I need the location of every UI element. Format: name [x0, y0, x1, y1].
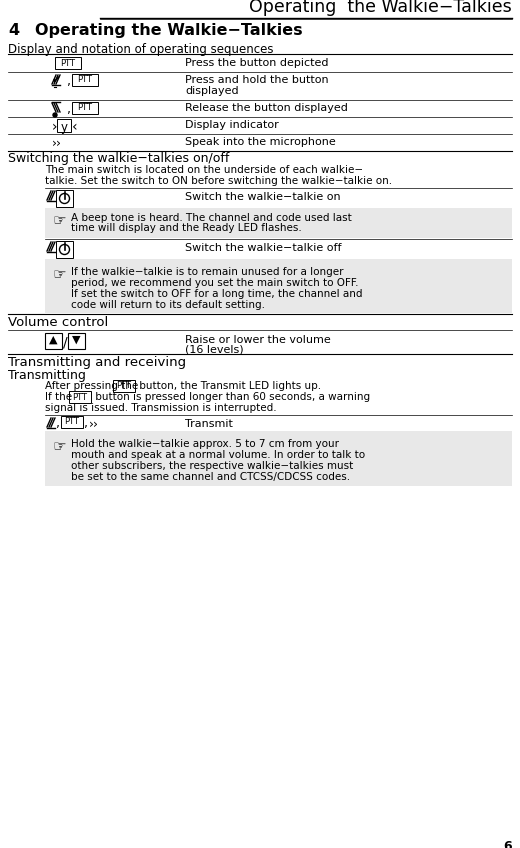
- Text: Display and notation of operating sequences: Display and notation of operating sequen…: [8, 43, 274, 56]
- Text: talkie. Set the switch to ON before switching the walkie−talkie on.: talkie. Set the switch to ON before swit…: [45, 176, 392, 186]
- Text: Operating  the Walkie−Talkies: Operating the Walkie−Talkies: [249, 0, 512, 16]
- Text: Switching the walkie−talkies on/off: Switching the walkie−talkies on/off: [8, 152, 229, 165]
- Text: PTT: PTT: [77, 75, 93, 85]
- Text: Speak into the microphone: Speak into the microphone: [185, 137, 336, 147]
- Bar: [45, 208, 512, 238]
- Text: y: y: [60, 121, 68, 134]
- Text: ,: ,: [84, 417, 88, 430]
- Text: Transmitting and receiving: Transmitting and receiving: [8, 356, 186, 369]
- Bar: [57, 119, 71, 132]
- Text: ✔: ✔: [52, 75, 61, 85]
- Circle shape: [53, 113, 57, 117]
- Text: signal is issued. Transmission is interrupted.: signal is issued. Transmission is interr…: [45, 403, 277, 413]
- Bar: [69, 391, 91, 403]
- Text: PTT: PTT: [60, 59, 75, 68]
- Text: Volume control: Volume control: [8, 316, 108, 329]
- Text: ▼: ▼: [72, 335, 80, 345]
- Text: 4: 4: [8, 23, 19, 38]
- Bar: [61, 416, 83, 428]
- Text: Press and hold the button: Press and hold the button: [185, 75, 329, 85]
- Text: PTT: PTT: [72, 393, 87, 401]
- Bar: [45, 259, 512, 313]
- Text: Hold the walkie−talkie approx. 5 to 7 cm from your: Hold the walkie−talkie approx. 5 to 7 cm…: [71, 439, 339, 449]
- Text: button, the Transmit LED lights up.: button, the Transmit LED lights up.: [136, 381, 321, 391]
- Text: ,: ,: [67, 75, 71, 88]
- Text: other subscribers, the respective walkie−talkies must: other subscribers, the respective walkie…: [71, 461, 353, 471]
- Text: Switch the walkie−talkie off: Switch the walkie−talkie off: [185, 243, 342, 253]
- Bar: [113, 380, 135, 392]
- Text: Transmitting: Transmitting: [8, 369, 86, 382]
- Text: The main switch is located on the underside of each walkie−: The main switch is located on the unders…: [45, 165, 363, 175]
- Text: If the: If the: [45, 392, 75, 402]
- Text: ▲: ▲: [49, 335, 57, 345]
- Bar: [56, 190, 73, 207]
- Text: code will return to its default setting.: code will return to its default setting.: [71, 300, 265, 310]
- Text: be set to the same channel and CTCSS/CDCSS codes.: be set to the same channel and CTCSS/CDC…: [71, 472, 350, 482]
- Text: Switch the walkie−talkie on: Switch the walkie−talkie on: [185, 192, 341, 202]
- Bar: [45, 431, 512, 486]
- Text: 6: 6: [503, 840, 512, 848]
- Text: ››: ››: [52, 137, 62, 150]
- Bar: [72, 74, 98, 86]
- Text: Release the button displayed: Release the button displayed: [185, 103, 348, 113]
- Text: Transmit: Transmit: [185, 419, 233, 429]
- Text: PTT: PTT: [64, 417, 80, 427]
- Text: ››: ››: [89, 418, 99, 431]
- Text: button is pressed longer than 60 seconds, a warning: button is pressed longer than 60 seconds…: [92, 392, 370, 402]
- Text: time will display and the Ready LED flashes.: time will display and the Ready LED flas…: [71, 223, 302, 233]
- Bar: [45, 333, 62, 349]
- Text: If set the switch to OFF for a long time, the channel and: If set the switch to OFF for a long time…: [71, 289, 362, 299]
- Bar: [72, 102, 98, 114]
- Text: ,: ,: [67, 103, 71, 116]
- Text: period, we recommend you set the main switch to OFF.: period, we recommend you set the main sw…: [71, 278, 358, 288]
- Text: PTT: PTT: [116, 382, 132, 390]
- Text: PTT: PTT: [77, 103, 93, 113]
- Text: ☞: ☞: [53, 267, 67, 282]
- Text: After pressing the: After pressing the: [45, 381, 141, 391]
- Text: ☞: ☞: [53, 213, 67, 228]
- Text: ,: ,: [56, 417, 60, 430]
- Text: ‹: ‹: [72, 120, 77, 134]
- Text: /: /: [63, 336, 68, 350]
- Text: A beep tone is heard. The channel and code used last: A beep tone is heard. The channel and co…: [71, 213, 352, 223]
- Text: (16 levels): (16 levels): [185, 345, 244, 355]
- Text: Operating the Walkie−Talkies: Operating the Walkie−Talkies: [35, 23, 303, 38]
- Text: Press the button depicted: Press the button depicted: [185, 58, 329, 68]
- Text: Raise or lower the volume: Raise or lower the volume: [185, 335, 331, 345]
- Bar: [68, 333, 85, 349]
- Text: ›: ›: [52, 120, 58, 134]
- Text: If the walkie−talkie is to remain unused for a longer: If the walkie−talkie is to remain unused…: [71, 267, 344, 277]
- Text: ☞: ☞: [53, 439, 67, 454]
- Bar: [55, 57, 81, 69]
- Text: displayed: displayed: [185, 86, 239, 96]
- Text: mouth and speak at a normal volume. In order to talk to: mouth and speak at a normal volume. In o…: [71, 450, 365, 460]
- Text: Display indicator: Display indicator: [185, 120, 279, 130]
- Bar: [56, 241, 73, 258]
